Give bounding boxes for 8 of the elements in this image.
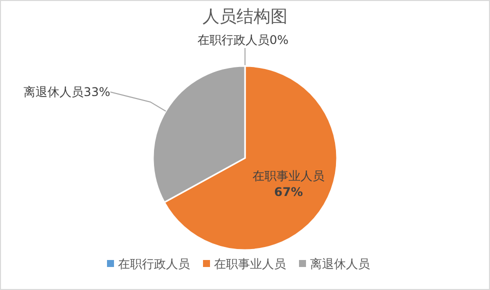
- legend-label: 在职行政人员: [118, 257, 190, 271]
- category-label: 在职行政人员0%: [197, 33, 289, 47]
- slice-label: 在职事业人员: [252, 168, 325, 183]
- legend-label: 离退休人员: [310, 257, 370, 271]
- chart-title: 人员结构图: [202, 7, 288, 27]
- data-label: 67%: [274, 184, 303, 199]
- legend-label: 在职事业人员: [214, 257, 286, 271]
- category-label: 离退休人员33%: [24, 85, 110, 100]
